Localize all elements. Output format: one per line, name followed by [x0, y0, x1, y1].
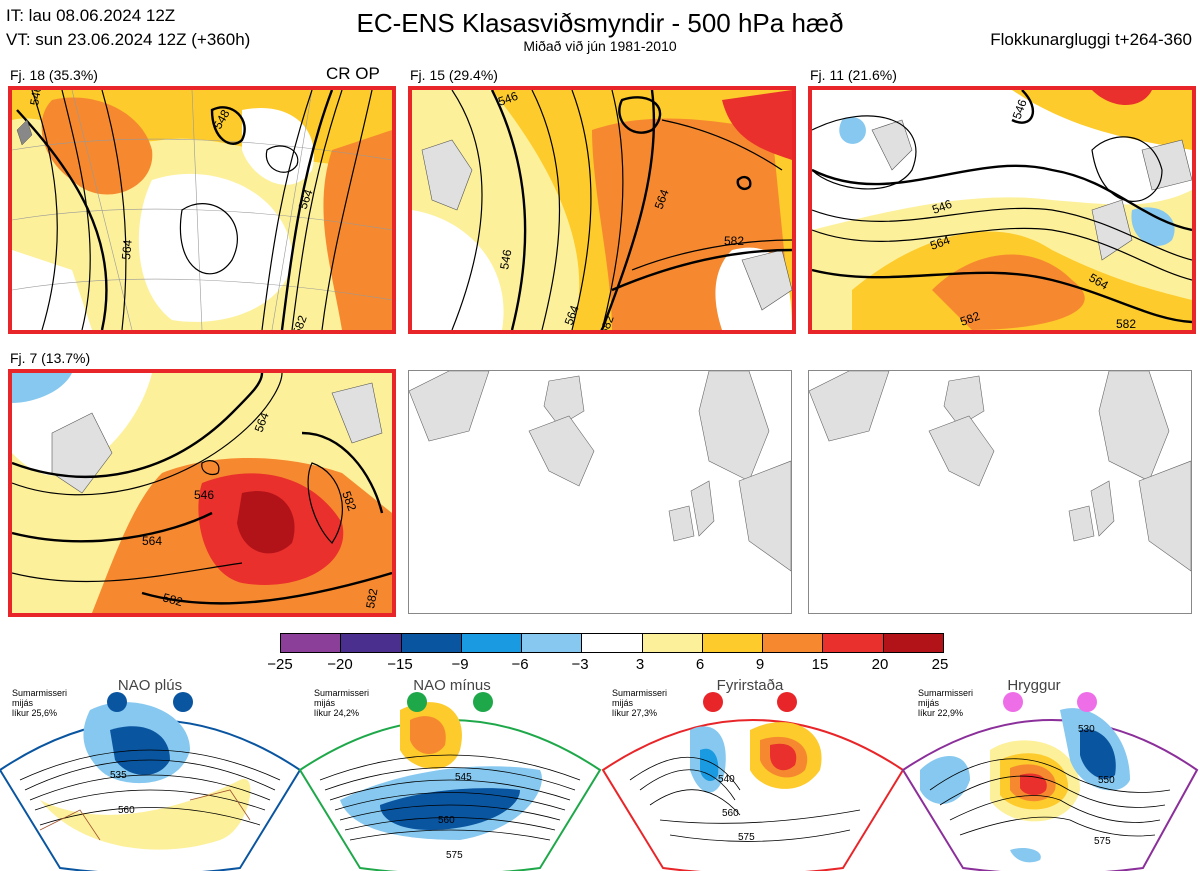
contour-label: 564: [142, 534, 162, 548]
colorbar-tick: −3: [571, 656, 589, 673]
contour-label: 582: [363, 587, 380, 609]
contour-label: 564: [928, 233, 952, 253]
colorbar-tick: 3: [635, 656, 645, 673]
colorbar-tick: 20: [871, 656, 889, 673]
panel-1-label: Fj. 18 (35.3%): [10, 67, 98, 83]
regime-title-blocking: Fyrirstaða: [716, 677, 784, 694]
colorbar: [280, 633, 944, 653]
valid-time: VT: sun 23.06.2024 12Z (+360h): [6, 30, 251, 49]
classification-window: Flokkunargluggi t+264-360: [990, 30, 1192, 49]
contour-label: 546: [930, 197, 954, 217]
regime-title-nao-plus: NAO plús: [117, 677, 183, 694]
note-smoothing: mijás: [918, 698, 940, 708]
colorbar-swatch: [642, 634, 703, 652]
header-info: IT: lau 08.06.2024 12Z VT: sun 23.06.202…: [6, 4, 250, 52]
colorbar-swatch: [281, 634, 342, 652]
note-season: Sumarmisseri: [12, 688, 68, 698]
colorbar-swatch: [883, 634, 943, 652]
contour-label: 545: [455, 772, 472, 783]
regime-note-ridge: Sumarmisseri mijás líkur 22,9%: [918, 688, 973, 718]
regime-map-ridge: 530 550 575: [901, 692, 1199, 871]
regime-note-nao-plus: Sumarmisseri mijás líkur 25,6%: [12, 688, 67, 718]
cluster-map-1[interactable]: 546 548 564 564 582: [8, 86, 396, 334]
contour-label: 564: [562, 303, 582, 327]
contour-label: 564: [296, 187, 316, 211]
contour-label: 530: [1078, 724, 1095, 735]
regime-map-nao-minus: 545 560 575: [298, 692, 602, 871]
colorbar-swatch: [702, 634, 764, 652]
contour-label: 535: [110, 770, 127, 781]
colorbar-tick: 6: [695, 656, 705, 673]
contour-label: 560: [438, 815, 455, 826]
colorbar-tick: 25: [931, 656, 949, 673]
colorbar-tick: 9: [755, 656, 765, 673]
colorbar-tick: −20: [327, 656, 353, 673]
cluster-map-3[interactable]: 546 546 564 564 582 582: [808, 86, 1196, 334]
control-op-label: CR OP: [326, 64, 380, 83]
empty-map-6: [808, 370, 1192, 614]
contour-label: 582: [958, 309, 982, 329]
panel-2-label: Fj. 15 (29.4%): [410, 67, 498, 83]
colorbar-swatch: [522, 634, 583, 652]
note-probability: líkur 25,6%: [12, 708, 58, 718]
colorbar-swatch: [823, 634, 884, 652]
colorbar-tick: −6: [511, 656, 529, 673]
contour-label: 582: [724, 234, 744, 248]
colorbar-tick: 15: [811, 656, 829, 673]
colorbar-tick: −15: [387, 656, 413, 673]
note-probability: líkur 24,2%: [314, 708, 360, 718]
page-title: EC-ENS Klasasviðsmyndir - 500 hPa hæð: [356, 8, 844, 38]
contour-label: 575: [738, 832, 755, 843]
note-smoothing: mijás: [612, 698, 634, 708]
contour-label: 564: [119, 239, 135, 260]
contour-label: 582: [290, 313, 310, 330]
colorbar-swatch: [401, 634, 462, 652]
contour-label: 575: [1094, 836, 1111, 847]
note-probability: líkur 27,3%: [612, 708, 658, 718]
contour-label: 546: [497, 248, 514, 270]
contour-label: 550: [1098, 775, 1115, 786]
cluster-map-2[interactable]: 546 546 564 564 582 582: [408, 86, 796, 334]
colorbar-swatch: [763, 634, 824, 652]
panel-3-label: Fj. 11 (21.6%): [810, 67, 897, 83]
colorbar-tick: −25: [267, 656, 293, 673]
page-subtitle: Miðað við jún 1981-2010: [523, 38, 677, 54]
contour-label: 546: [1010, 97, 1030, 121]
colorbar-swatch: [341, 634, 402, 652]
contour-label: 564: [652, 187, 672, 211]
contour-label: 564: [252, 410, 272, 434]
contour-label: 560: [118, 805, 135, 816]
contour-label: 540: [718, 774, 735, 785]
note-season: Sumarmisseri: [612, 688, 668, 698]
regime-map-blocking: 540 560 575: [601, 692, 905, 871]
contour-label: 582: [339, 489, 359, 513]
contour-label: 582: [161, 590, 184, 609]
contour-label: 546: [194, 488, 214, 502]
colorbar-tick: −9: [451, 656, 469, 673]
note-smoothing: mijás: [12, 698, 34, 708]
note-season: Sumarmisseri: [314, 688, 370, 698]
regime-map-nao-plus: 535 560: [0, 692, 302, 871]
regime-note-blocking: Sumarmisseri mijás líkur 27,3%: [612, 688, 667, 718]
contour-label: 546: [27, 90, 44, 107]
colorbar-swatch: [582, 634, 643, 652]
regime-note-nao-minus: Sumarmisseri mijás líkur 24,2%: [314, 688, 369, 718]
colorbar-swatch: [461, 634, 523, 652]
note-smoothing: mijás: [314, 698, 336, 708]
panel-4-label: Fj. 7 (13.7%): [10, 350, 91, 366]
regime-title-nao-minus: NAO mínus: [413, 677, 491, 694]
init-time: IT: lau 08.06.2024 12Z: [6, 6, 176, 25]
empty-map-5: [408, 370, 792, 614]
contour-label: 560: [722, 808, 739, 819]
regime-title-ridge: Hryggur: [1007, 677, 1061, 694]
cluster-map-4[interactable]: 546 564 564 582 582 582: [8, 369, 396, 617]
note-season: Sumarmisseri: [918, 688, 974, 698]
contour-label: 582: [597, 313, 617, 330]
contour-label: 575: [446, 850, 463, 861]
regime-maps: 535 560 545 560 575 540 560: [0, 692, 1199, 871]
note-probability: líkur 22,9%: [918, 708, 964, 718]
contour-label: 582: [1116, 317, 1136, 330]
